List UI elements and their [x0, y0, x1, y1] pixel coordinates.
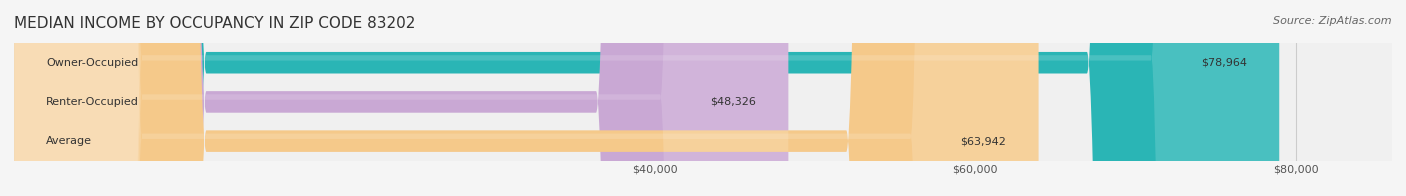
Text: Owner-Occupied: Owner-Occupied: [46, 58, 138, 68]
FancyBboxPatch shape: [14, 0, 789, 196]
Text: $63,942: $63,942: [960, 136, 1007, 146]
FancyBboxPatch shape: [14, 0, 1039, 196]
Text: MEDIAN INCOME BY OCCUPANCY IN ZIP CODE 83202: MEDIAN INCOME BY OCCUPANCY IN ZIP CODE 8…: [14, 16, 415, 31]
FancyBboxPatch shape: [14, 0, 1039, 196]
Text: Renter-Occupied: Renter-Occupied: [46, 97, 139, 107]
Text: Source: ZipAtlas.com: Source: ZipAtlas.com: [1274, 16, 1392, 26]
FancyBboxPatch shape: [14, 0, 1279, 196]
Text: $78,964: $78,964: [1201, 58, 1247, 68]
Text: $48,326: $48,326: [710, 97, 756, 107]
FancyBboxPatch shape: [14, 0, 1279, 196]
FancyBboxPatch shape: [14, 0, 789, 196]
Text: Average: Average: [46, 136, 93, 146]
